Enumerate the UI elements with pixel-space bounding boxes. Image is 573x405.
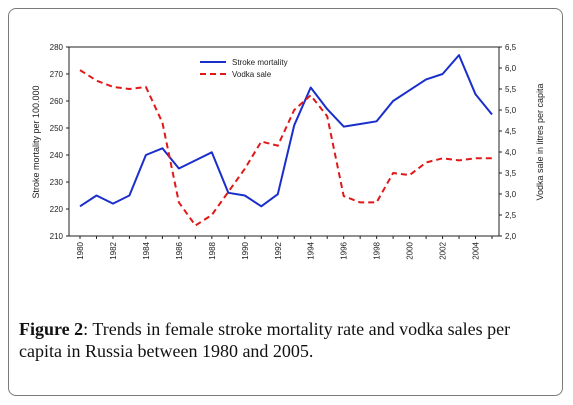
y-right-tick-label: 2,5: [505, 211, 517, 220]
y-axis-label-left: Stroke mortality per 100.000: [31, 85, 41, 198]
x-tick-label: 1980: [76, 241, 85, 259]
y-left-tick-label: 260: [50, 97, 64, 106]
x-tick-label: 1994: [307, 241, 316, 259]
x-tick-label: 1996: [340, 241, 349, 259]
y-axis-label-right: Vodka sale in litres per capita: [535, 83, 545, 200]
x-tick-label: 1984: [142, 241, 151, 259]
figure-caption: Figure 2: Trends in female stroke mortal…: [19, 318, 554, 362]
y-right-tick-label: 2,0: [505, 232, 517, 241]
axes-layer: 210 220 230 240 250 260 270 280 2,0 2,5 3,0 3,5 4,0 4…: [50, 43, 517, 260]
chart-area: 210 220 230 240 250 260 270 280 2,0 2,5 3,0 3,5 4,0 4…: [31, 43, 545, 260]
y-right-tick-label: 3,0: [505, 190, 517, 199]
y-right-tick-label: 6,5: [505, 43, 517, 52]
plot-frame: [68, 46, 500, 237]
figure-frame: [8, 8, 563, 396]
y-right-tick-label: 3,5: [505, 169, 517, 178]
legend-label: Stroke mortality: [232, 58, 288, 67]
y-left-tick-label: 270: [50, 70, 64, 79]
x-tick-label: 1986: [175, 241, 184, 259]
y-left-tick-label: 210: [50, 232, 64, 241]
caption-label: Figure 2: [19, 319, 84, 339]
y-right-tick-label: 4,5: [505, 127, 517, 136]
stroke-mortality-line: [79, 54, 493, 208]
vodka-sale-line: [79, 69, 492, 227]
y-right-tick-label: 6,0: [505, 64, 517, 73]
caption-text: : Trends in female stroke mortality rate…: [19, 319, 511, 361]
y-left-tick-label: 250: [50, 124, 64, 133]
x-tick-label: 2004: [472, 241, 481, 259]
x-tick-label: 1992: [274, 241, 283, 259]
legend: Stroke mortality Vodka sale: [200, 58, 288, 79]
x-tick-label: 2000: [406, 241, 415, 259]
x-tick-label: 1988: [208, 241, 217, 259]
y-left-tick-label: 240: [50, 151, 64, 160]
y-right-tick-label: 4,0: [505, 148, 517, 157]
y-left-tick-label: 280: [50, 43, 64, 52]
x-tick-label: 1998: [373, 241, 382, 259]
y-left-tick-label: 230: [50, 178, 64, 187]
y-right-tick-label: 5,5: [505, 85, 517, 94]
x-tick-label: 2002: [439, 241, 448, 259]
x-tick-label: 1990: [241, 241, 250, 259]
y-right-tick-label: 5,0: [505, 106, 517, 115]
series-layer: [79, 54, 493, 227]
y-left-tick-label: 220: [50, 205, 64, 214]
x-tick-label: 1982: [109, 241, 118, 259]
legend-label: Vodka sale: [232, 70, 272, 79]
